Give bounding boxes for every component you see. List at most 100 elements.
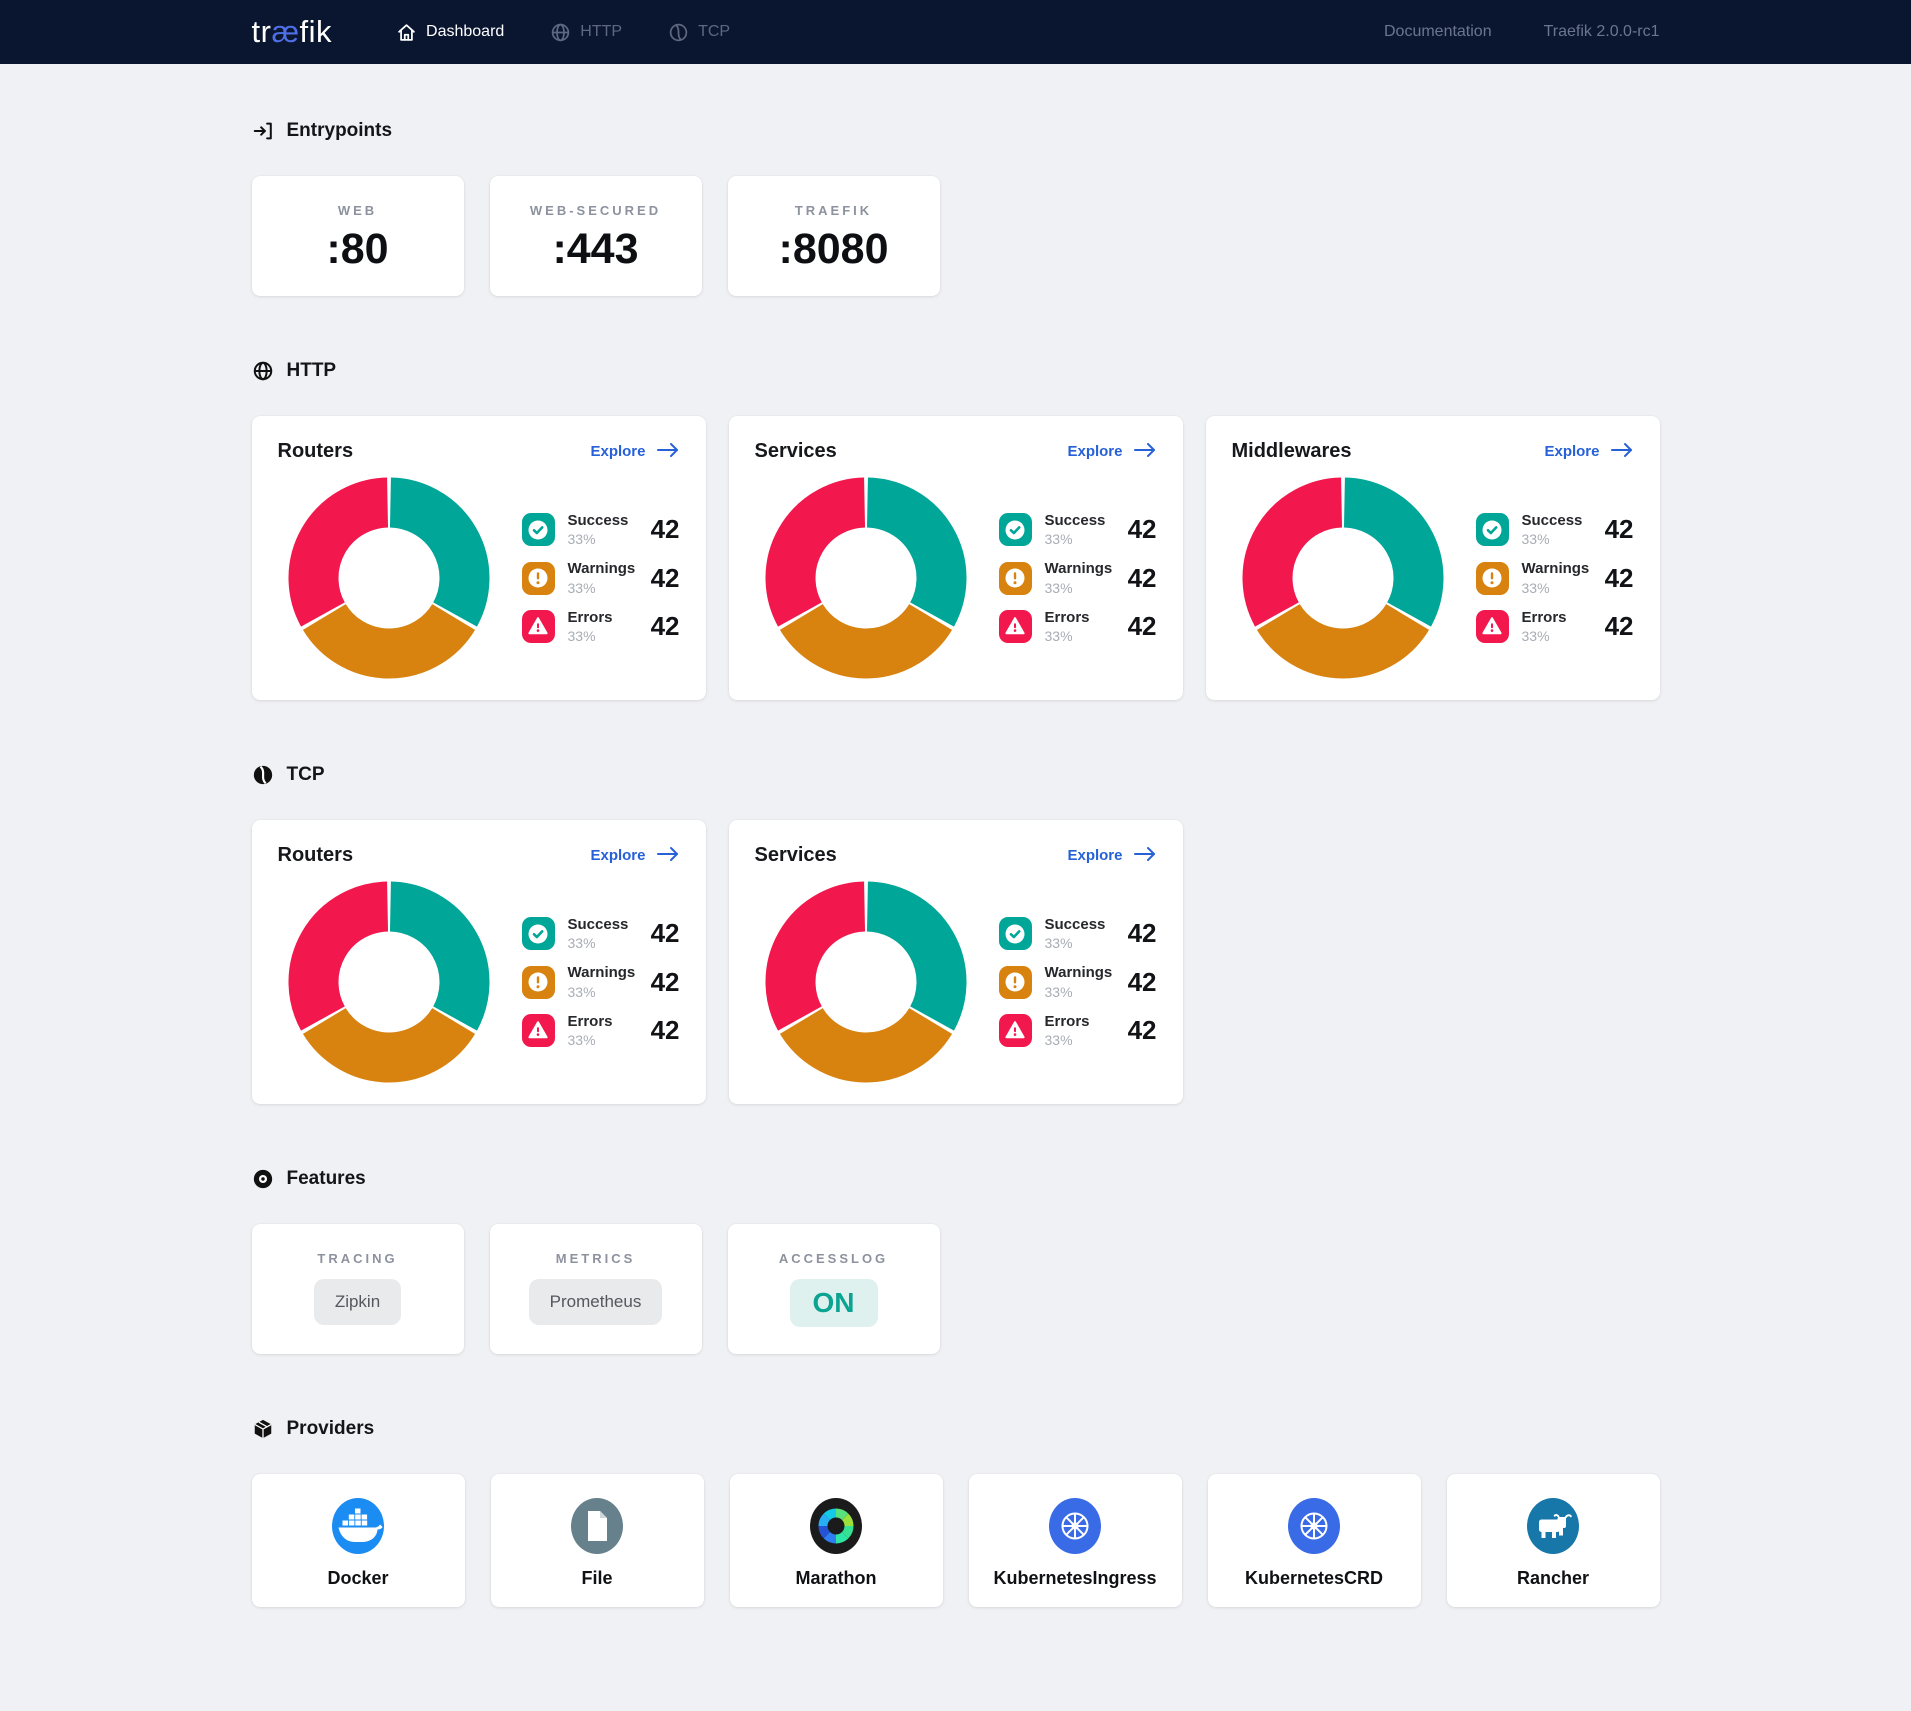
warning-icon [521, 561, 555, 595]
feature-label: METRICS [555, 1251, 636, 1266]
app-logo[interactable]: træfik [252, 14, 333, 50]
globe-icon [252, 360, 274, 382]
card-title: Services [754, 440, 837, 462]
error-icon [521, 1013, 555, 1047]
legend-percent: 33% [1044, 579, 1073, 596]
nav-item-dashboard[interactable]: Dashboard [396, 22, 504, 43]
legend-row-warnings: Warnings 33% 42 [998, 560, 1157, 596]
arrow-right-icon [1133, 846, 1157, 866]
legend-label: Warnings [1044, 560, 1113, 578]
feature-label: ACCESSLOG [778, 1251, 889, 1266]
legend-percent: 33% [1521, 579, 1550, 596]
arrow-right-icon [1610, 442, 1634, 462]
legend-count: 42 [1604, 610, 1634, 641]
legend-label: Errors [567, 608, 613, 626]
legend-row-success: Success 33% 42 [521, 512, 680, 547]
legend-count: 42 [1127, 1014, 1157, 1045]
explore-label: Explore [1067, 443, 1123, 460]
card-title: Services [754, 844, 837, 866]
legend-label: Success [1521, 511, 1583, 529]
legend-percent: 33% [1044, 935, 1073, 952]
http-routers-card: Routers Explore Success 33% 42 [251, 416, 706, 700]
donut-chart [765, 881, 967, 1083]
card-title: Middlewares [1231, 440, 1352, 462]
success-icon [998, 513, 1032, 547]
section-title: HTTP [286, 360, 337, 381]
provider-name: Marathon [795, 1568, 877, 1588]
provider-card-file: File [490, 1474, 704, 1607]
legend-row-success: Success 33% 42 [521, 916, 680, 951]
entrypoint-card-web-secured: WEB-SECURED :443 [489, 176, 702, 296]
provider-card-docker: Docker [251, 1474, 465, 1607]
entrypoint-port: :8080 [778, 225, 889, 273]
provider-card-marathon: Marathon [729, 1474, 943, 1607]
legend-count: 42 [650, 1014, 680, 1045]
legend-count: 42 [1604, 514, 1634, 545]
legend-row-warnings: Warnings 33% 42 [521, 560, 680, 596]
http-services-card: Services Explore Success 33% 42 [728, 416, 1183, 700]
entrypoint-label: TRAEFIK [794, 203, 873, 218]
provider-name: File [581, 1568, 613, 1588]
error-icon [998, 609, 1032, 643]
legend-label: Warnings [1044, 964, 1113, 982]
kubernetes-logo [1286, 1497, 1342, 1555]
section-entrypoints: Entrypoints WEB :80 WEB-SECURED :443 TRA… [251, 120, 1660, 296]
documentation-link[interactable]: Documentation [1383, 23, 1492, 40]
explore-link[interactable]: Explore [590, 442, 679, 462]
kubernetes-logo [1047, 1497, 1103, 1555]
legend-count: 42 [1604, 562, 1634, 593]
legend-percent: 33% [567, 579, 596, 596]
version-label: Traefik 2.0.0-rc1 [1543, 23, 1660, 40]
feature-card-tracing: TRACING Zipkin [251, 1224, 464, 1354]
explore-link[interactable]: Explore [1067, 846, 1156, 866]
legend-label: Errors [1044, 1012, 1090, 1030]
legend-count: 42 [1127, 610, 1157, 641]
legend-percent: 33% [567, 1031, 596, 1048]
legend-row-success: Success 33% 42 [998, 916, 1157, 952]
chart-legend: Success 33% 42 Warnings 33% 42 Errors 33% 4… [998, 512, 1157, 644]
entrypoint-port: :80 [326, 225, 389, 273]
success-icon [1475, 513, 1509, 547]
home-icon [396, 22, 417, 43]
nav-item-http[interactable]: HTTP [550, 22, 622, 43]
legend-percent: 33% [1521, 627, 1550, 644]
legend-percent: 33% [567, 627, 596, 644]
legend-percent: 33% [1044, 627, 1073, 644]
entrypoint-port: :443 [552, 225, 639, 273]
legend-percent: 33% [1044, 531, 1073, 548]
card-title: Routers [277, 844, 354, 866]
explore-link[interactable]: Explore [1544, 442, 1633, 462]
section-title: TCP [286, 764, 325, 785]
donut-chart [288, 477, 490, 679]
feature-label: TRACING [317, 1251, 398, 1266]
explore-label: Explore [590, 847, 646, 864]
legend-row-errors: Errors 33% 42 [998, 608, 1157, 644]
marathon-logo [808, 1497, 864, 1555]
globe-icon [550, 22, 571, 43]
entrypoint-label: WEB [337, 203, 378, 218]
nav-item-label: HTTP [580, 23, 623, 40]
explore-link[interactable]: Explore [1067, 442, 1156, 462]
legend-label: Errors [1044, 608, 1090, 626]
section-providers: Providers Docker File Marathon [251, 1418, 1660, 1607]
tcp-routers-card: Routers Explore Success 33% 42 [251, 820, 706, 1104]
legend-count: 42 [650, 610, 680, 641]
nav-item-label: TCP [698, 23, 731, 40]
section-title: Providers [286, 1418, 375, 1439]
legend-count: 42 [1127, 966, 1157, 997]
legend-row-warnings: Warnings 33% 42 [1475, 560, 1634, 596]
entrypoint-card-traefik: TRAEFIK :8080 [727, 176, 940, 296]
provider-card-kubernetesingress: KubernetesIngress [968, 1474, 1182, 1607]
nav-item-label: Dashboard [426, 23, 505, 40]
legend-count: 42 [650, 562, 680, 593]
entrypoint-label: WEB-SECURED [529, 203, 662, 218]
feature-value-badge: Prometheus [528, 1279, 663, 1325]
legend-label: Warnings [1521, 560, 1590, 578]
legend-percent: 33% [1044, 983, 1073, 1000]
nav-menu: Dashboard HTTP TCP [396, 22, 730, 43]
explore-link[interactable]: Explore [590, 846, 679, 866]
nav-item-tcp[interactable]: TCP [668, 22, 730, 43]
legend-row-errors: Errors 33% 42 [998, 1012, 1157, 1048]
logo-text: tr [251, 14, 272, 49]
legend-row-warnings: Warnings 33% 42 [521, 964, 680, 1000]
